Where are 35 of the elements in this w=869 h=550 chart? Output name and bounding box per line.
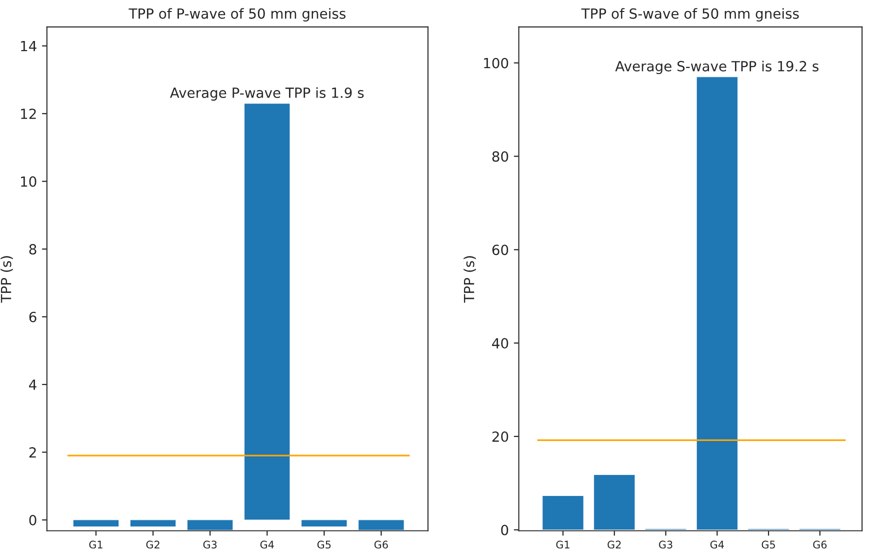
- y-tick-label: 0: [29, 514, 36, 526]
- y-tick-label: 100: [484, 58, 508, 68]
- y-tick-label: 20: [492, 431, 508, 442]
- x-tick-label: G3: [203, 540, 217, 549]
- x-tick-label: G2: [146, 540, 160, 549]
- x-tick-label: G4: [260, 540, 274, 549]
- bar: [594, 474, 636, 530]
- annotation: Average S-wave TPP is 19.2 s: [615, 60, 818, 74]
- x-tick-label: G5: [317, 540, 331, 549]
- x-tick-label: G3: [658, 540, 672, 549]
- x-tick-label: G6: [374, 540, 388, 549]
- y-tick-label: 14: [21, 41, 36, 52]
- y-tick-label: 12: [21, 108, 36, 119]
- y-tick-label: 60: [492, 244, 508, 256]
- bar: [696, 76, 738, 530]
- x-tick-label: G1: [556, 540, 570, 549]
- x-tick-label: G6: [813, 540, 827, 549]
- x-tick-label: G1: [89, 540, 102, 549]
- x-tick-label: G4: [710, 540, 724, 549]
- y-tick-label: 0: [501, 524, 508, 536]
- chart-title: TPP of P-wave of 50 mm gneiss: [128, 8, 346, 22]
- y-tick-label: 6: [29, 312, 36, 322]
- annotation: Average P-wave TPP is 1.9 s: [170, 87, 364, 101]
- chart-title: TPP of S-wave of 50 mm gneiss: [581, 8, 799, 22]
- y-tick-label: 80: [492, 151, 508, 162]
- x-tick-label: G5: [762, 540, 775, 549]
- y-tick-label: 2: [29, 447, 36, 458]
- bar: [542, 496, 584, 530]
- x-tick-label: G2: [608, 540, 621, 549]
- y-tick-label: 8: [29, 244, 36, 255]
- y-axis-title: TPP (s): [464, 256, 476, 303]
- y-tick-label: 10: [21, 176, 36, 187]
- y-tick-label: 4: [29, 380, 36, 390]
- y-axis-title: TPP (s): [0, 256, 13, 303]
- y-tick-label: 40: [492, 338, 508, 349]
